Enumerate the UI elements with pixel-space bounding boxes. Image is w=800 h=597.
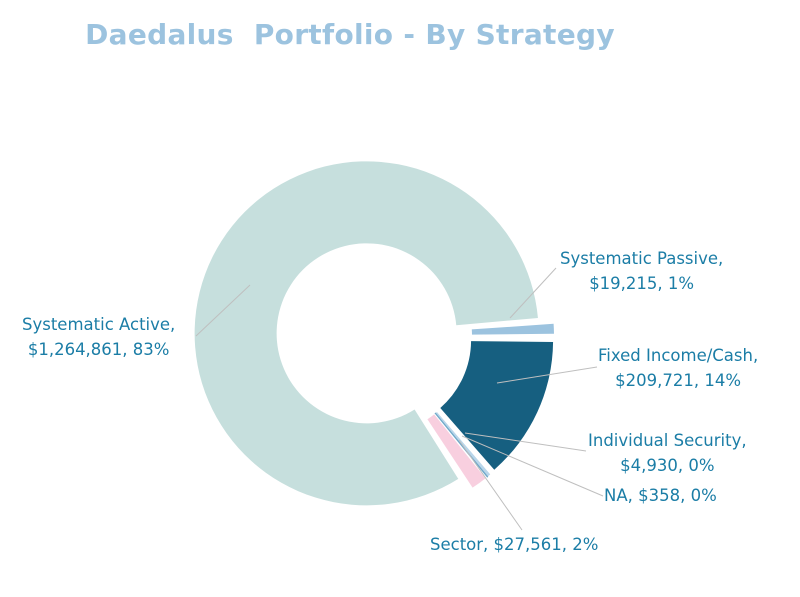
label-line: NA, $358, 0% bbox=[604, 486, 717, 505]
leader-line-individual-security bbox=[464, 432, 587, 452]
label-line: $4,930, 0% bbox=[620, 456, 715, 475]
leader-line-systematic-active bbox=[195, 284, 251, 337]
slice-fixed-income-cash bbox=[440, 341, 554, 470]
label-line: $209,721, 14% bbox=[615, 371, 742, 390]
leader-line-sector bbox=[458, 439, 523, 531]
label-sector: Sector, $27,561, 2% bbox=[430, 532, 598, 557]
chart-title: Daedalus Portfolio - By Strategy bbox=[85, 18, 615, 51]
label-individual-security: Individual Security, $4,930, 0% bbox=[588, 428, 747, 478]
label-line: Systematic Passive, bbox=[560, 249, 724, 268]
slice-individual-security bbox=[435, 412, 491, 477]
leader-line-systematic-passive bbox=[509, 267, 557, 319]
label-line: Systematic Active, bbox=[22, 315, 176, 334]
label-line: $19,215, 1% bbox=[589, 274, 695, 293]
label-line: Individual Security, bbox=[588, 431, 747, 450]
label-line: $1,264,861, 83% bbox=[27, 340, 170, 359]
slice-sector bbox=[427, 414, 486, 488]
label-line: Fixed Income/Cash, bbox=[598, 346, 759, 365]
label-systematic-passive: Systematic Passive, $19,215, 1% bbox=[560, 246, 723, 296]
leader-line-na bbox=[461, 435, 604, 497]
label-systematic-active: Systematic Active, $1,264,861, 83% bbox=[22, 312, 175, 362]
slice-systematic-active bbox=[194, 161, 538, 506]
label-na: NA, $358, 0% bbox=[604, 483, 717, 508]
label-line: Sector, $27,561, 2% bbox=[430, 535, 599, 554]
slice-systematic-passive bbox=[471, 323, 554, 335]
slice-na bbox=[434, 412, 489, 478]
label-fixed-income: Fixed Income/Cash, $209,721, 14% bbox=[598, 343, 758, 393]
leader-line-fixed-income-cash bbox=[496, 366, 598, 384]
